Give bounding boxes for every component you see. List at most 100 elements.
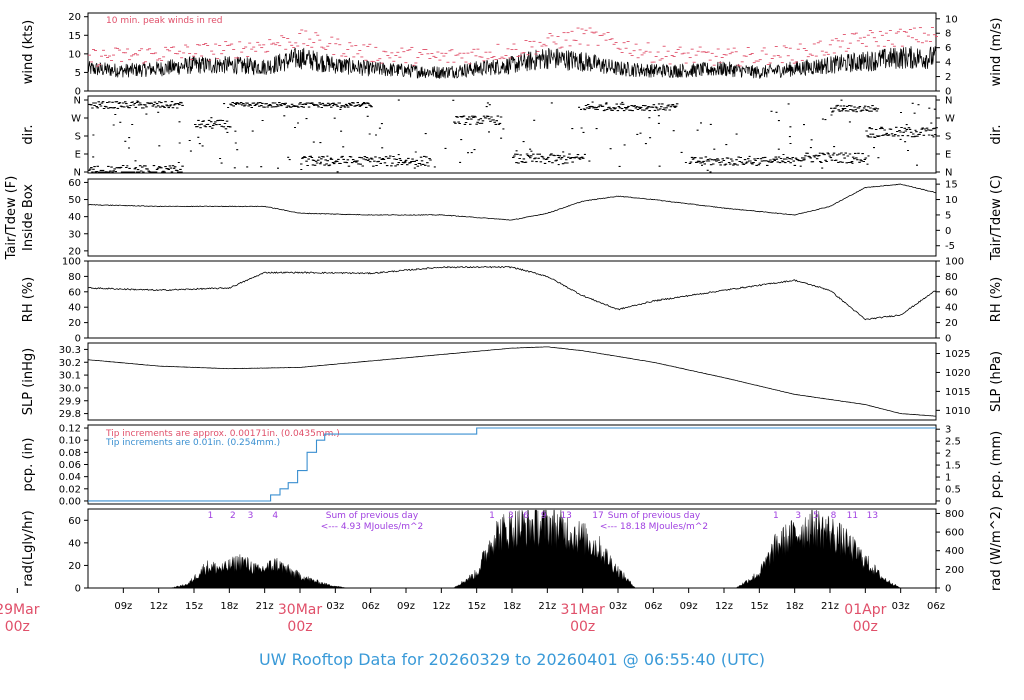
x-day-date: 01Apr [844, 602, 886, 618]
wind-right-tick-label: 6 [945, 43, 951, 54]
x-day-time: 00z [853, 619, 878, 635]
dir-ylabel-right: dir. [989, 124, 1004, 144]
rad-right-tick-label: 0 [945, 584, 951, 595]
slp-left-tick-label: 29.9 [59, 396, 81, 407]
wind-left-tick-label: 15 [68, 31, 81, 42]
rad-area-day-1 [170, 554, 359, 589]
slp-left-tick-label: 30.3 [59, 345, 81, 356]
pcp-note-blue: Tip increments are 0.01in. (0.254mm.) [105, 438, 280, 448]
dir-ylabel-left: dir. [21, 124, 36, 144]
pcp-ylabel-left: pcp. (in) [21, 438, 36, 492]
x-day-time: 00z [5, 619, 30, 635]
rh-left-tick-label: 60 [68, 287, 81, 298]
x-axis: 09z 12z 15z 18z 21z 03z 06z 09z 12z 15z 18z 21z 03z 0… [0, 588, 945, 635]
x-day-date: 30Mar [278, 602, 322, 618]
rad-ylabel-left: rad(Lgly/hr) [21, 510, 36, 586]
temp-left-tick-label: 30 [68, 229, 81, 240]
x-tick-label: 06z [362, 601, 380, 612]
pcp-right-tick-label: 0 [945, 496, 951, 507]
dir-right-tick-label: N [945, 168, 952, 179]
rad-sum-line2-day2: <--- 18.18 MJoules/m^2 [600, 522, 708, 532]
rad-left-tick-label: 20 [68, 561, 81, 572]
x-tick-label: 12z [150, 601, 168, 612]
dir-panel-frame [87, 95, 937, 174]
pcp-right-tick-label: 1.5 [945, 461, 961, 472]
rh-left-tick-label: 0 [75, 334, 81, 345]
wind-panel-frame [87, 12, 937, 92]
rh-left-tick-label: 100 [62, 257, 81, 268]
rad-left-tick-label: 40 [68, 538, 81, 549]
temp-left-tick-label: 40 [68, 212, 81, 223]
wind-ylabel-right: wind (m/s) [989, 18, 1004, 87]
temp-right-tick-label: 5 [945, 210, 951, 221]
rad-hour-label: 6 [523, 511, 529, 521]
rad-hour-label: 9 [541, 511, 547, 521]
wind-right-tick-label: 4 [945, 58, 951, 69]
slp-right-tick-label: 1010 [945, 406, 970, 417]
dir-right-tick-label: N [945, 96, 952, 107]
rad-hour-label: 3 [795, 511, 801, 521]
rad-hour-label: 8 [831, 511, 837, 521]
rad-hour-label: 1 [489, 511, 495, 521]
slp-ylabel-left: SLP (inHg) [21, 348, 36, 416]
temp-left-tick-label: 20 [68, 246, 81, 257]
rh-right-tick-label: 20 [945, 318, 958, 329]
rad-hour-label: 4 [272, 511, 278, 521]
footer-title: UW Rooftop Data for 20260329 to 20260401… [259, 650, 765, 669]
wind-left-tick-label: 20 [68, 12, 81, 23]
x-tick-label: 09z [680, 601, 698, 612]
x-tick-label: 12z [432, 601, 450, 612]
rad-sum-line1-day2: Sum of previous day [608, 511, 701, 521]
temp-right-tick-label: 0 [945, 226, 951, 237]
rad-right-tick-label: 200 [945, 565, 964, 576]
x-day-date: 31Mar [561, 602, 605, 618]
slp-line [87, 346, 937, 417]
rad-hour-label: 13 [560, 511, 571, 521]
rad-left-tick-label: 0 [75, 584, 81, 595]
x-tick-label: 21z [256, 601, 274, 612]
x-tick-label: 18z [503, 601, 521, 612]
x-day-time: 00z [570, 619, 595, 635]
temp-ylabel-left-2: Inside Box [21, 184, 36, 251]
rh-left-tick-label: 40 [68, 303, 81, 314]
rad-sum-line2-day1: <--- 4.93 MJoules/m^2 [321, 522, 423, 532]
panels-layer: 051015200246810NESWNNESWN2030405060-5051… [4, 12, 1004, 594]
slp-right-tick-label: 1025 [945, 349, 970, 360]
pcp-left-tick-label: 0.10 [59, 436, 81, 447]
x-tick-label: 18z [220, 601, 238, 612]
slp-ylabel-right: SLP (hPa) [989, 351, 1004, 412]
wind-note: 10 min. peak winds in red [106, 16, 223, 26]
rad-sum-line1-day1: Sum of previous day [326, 511, 419, 521]
x-tick-label: 21z [821, 601, 839, 612]
temp-right-tick-label: -5 [945, 241, 955, 252]
rh-ylabel-right: RH (%) [989, 277, 1004, 322]
rad-hour-label: 17 [592, 511, 603, 521]
x-tick-label: 09z [114, 601, 132, 612]
rh-right-tick-label: 60 [945, 287, 958, 298]
wind-right-tick-label: 2 [945, 72, 951, 83]
temp-right-tick-label: 10 [945, 195, 958, 206]
pcp-right-tick-label: 3 [945, 425, 951, 436]
pcp-left-tick-label: 0.00 [59, 496, 81, 507]
rad-hour-label: 1 [208, 511, 214, 521]
temp-line [87, 183, 937, 221]
x-tick-label: 15z [750, 601, 768, 612]
rh-right-tick-label: 100 [945, 257, 964, 268]
dir-left-tick-label: S [75, 132, 81, 143]
x-tick-label: 21z [538, 601, 556, 612]
pcp-right-tick-label: 0.5 [945, 484, 961, 495]
pcp-ylabel-right: pcp. (mm) [989, 431, 1004, 498]
pcp-left-tick-label: 0.02 [59, 484, 81, 495]
rad-area-day-3 [735, 509, 913, 589]
x-tick-label: 09z [397, 601, 415, 612]
pcp-left-tick-label: 0.06 [59, 460, 81, 471]
rh-right-tick-label: 80 [945, 272, 958, 283]
rad-area-day-2 [453, 509, 642, 589]
rad-hour-label: 3 [508, 511, 514, 521]
slp-left-tick-label: 30.1 [59, 371, 81, 382]
dir-left-tick-label: E [75, 150, 81, 161]
dir-right-tick-label: E [945, 150, 951, 161]
rad-hour-label: 5 [813, 511, 819, 521]
rad-hour-label: 3 [248, 511, 254, 521]
